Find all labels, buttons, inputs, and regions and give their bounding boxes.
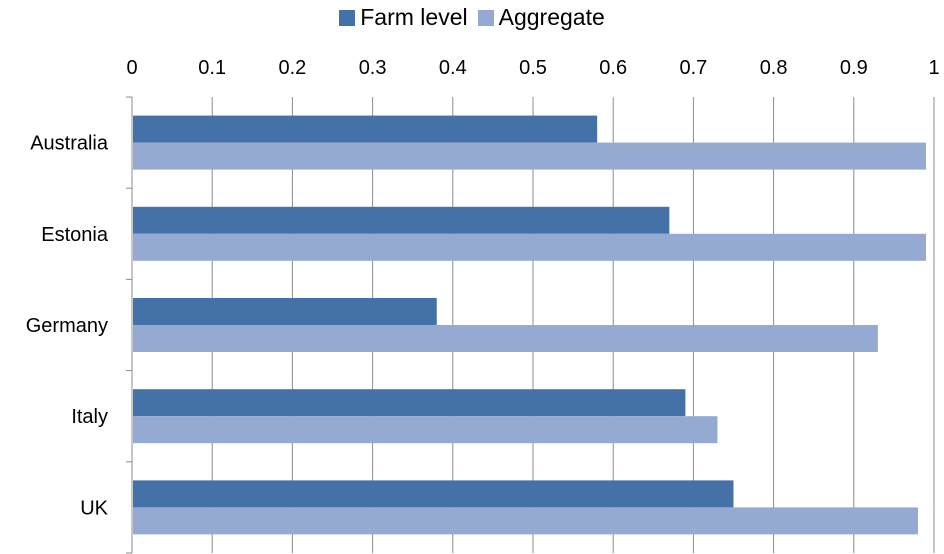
x-tick-label: 0.2	[278, 57, 306, 79]
bar-farm-level	[133, 115, 598, 143]
x-tick-label: 0.7	[679, 57, 707, 79]
x-tick-label: 0.8	[760, 57, 788, 79]
x-tick-label: 0	[126, 57, 137, 79]
category-label: Germany	[26, 315, 108, 337]
legend-label-farm-level: Farm level	[360, 4, 468, 30]
bar-aggregate	[133, 142, 926, 170]
bar-aggregate	[133, 233, 926, 261]
bar-farm-level	[133, 298, 437, 325]
legend-label-aggregate: Aggregate	[498, 4, 605, 30]
bar-farm-level	[133, 480, 734, 508]
bar-farm-level	[133, 206, 670, 234]
bar-aggregate	[133, 416, 718, 444]
legend: Farm level Aggregate	[0, 4, 944, 31]
category-label: UK	[80, 497, 108, 519]
legend-item-farm-level: Farm level	[339, 4, 468, 31]
x-tick-label: 1	[928, 57, 939, 79]
x-tick-label: 0.4	[439, 57, 467, 79]
x-tick-label: 0.3	[359, 57, 387, 79]
bar-aggregate	[133, 507, 918, 535]
legend-item-aggregate: Aggregate	[477, 4, 605, 31]
legend-swatch-aggregate	[477, 9, 494, 26]
x-tick-label: 0.9	[840, 57, 868, 79]
category-label: Italy	[71, 406, 108, 428]
bar-farm-level	[133, 389, 686, 417]
category-label: Estonia	[41, 224, 109, 246]
x-tick-label: 0.5	[519, 57, 547, 79]
bar-aggregate	[133, 325, 878, 352]
x-tick-label: 0.1	[198, 57, 226, 79]
category-label: Australia	[30, 133, 109, 155]
legend-swatch-farm-level	[339, 9, 356, 26]
x-tick-label: 0.6	[599, 57, 627, 79]
